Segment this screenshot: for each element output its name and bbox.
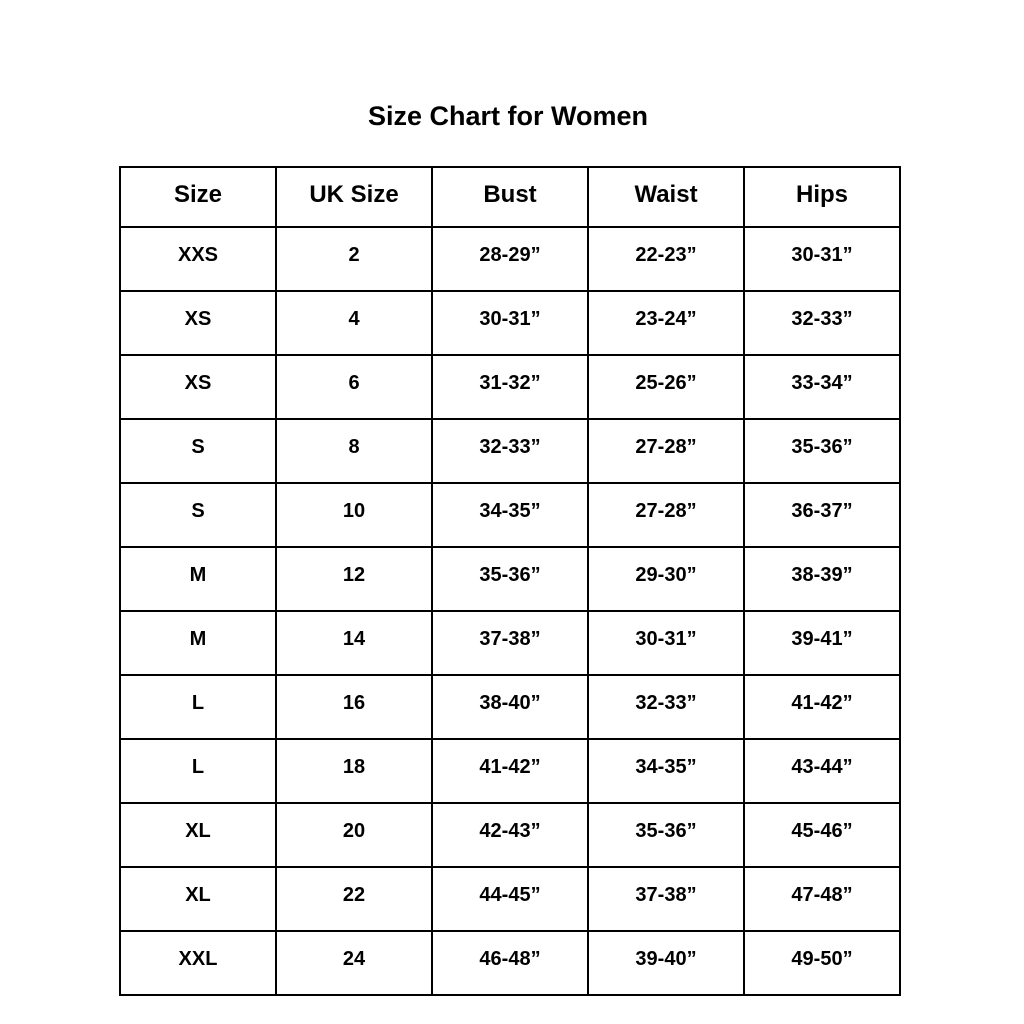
table-row: XXS 2 28-29” 22-23” 30-31” bbox=[119, 226, 901, 292]
bust-cell: 44-45” bbox=[431, 866, 589, 932]
uk-size-cell: 14 bbox=[275, 610, 433, 676]
table-row: S 10 34-35” 27-28” 36-37” bbox=[119, 482, 901, 548]
size-cell: S bbox=[119, 482, 277, 548]
waist-cell: 32-33” bbox=[587, 674, 745, 740]
page-title: Size Chart for Women bbox=[367, 101, 649, 131]
table-row: M 12 35-36” 29-30” 38-39” bbox=[119, 546, 901, 612]
bust-cell: 34-35” bbox=[431, 482, 589, 548]
size-cell: XXL bbox=[119, 930, 277, 996]
table-body: XXS 2 28-29” 22-23” 30-31” XS 4 30-31” 23-24” 32-… bbox=[119, 226, 901, 996]
table-row: S 8 32-33” 27-28” 35-36” bbox=[119, 418, 901, 484]
uk-size-cell: 12 bbox=[275, 546, 433, 612]
table-row: L 18 41-42” 34-35” 43-44” bbox=[119, 738, 901, 804]
header-waist: Waist bbox=[587, 166, 745, 228]
uk-size-cell: 18 bbox=[275, 738, 433, 804]
waist-cell: 30-31” bbox=[587, 610, 745, 676]
uk-size-cell: 20 bbox=[275, 802, 433, 868]
uk-size-cell: 8 bbox=[275, 418, 433, 484]
table-row: XL 20 42-43” 35-36” 45-46” bbox=[119, 802, 901, 868]
uk-size-cell: 10 bbox=[275, 482, 433, 548]
uk-size-cell: 22 bbox=[275, 866, 433, 932]
waist-cell: 25-26” bbox=[587, 354, 745, 420]
header-hips: Hips bbox=[743, 166, 901, 228]
uk-size-cell: 4 bbox=[275, 290, 433, 356]
hips-cell: 35-36” bbox=[743, 418, 901, 484]
waist-cell: 27-28” bbox=[587, 418, 745, 484]
table-row: XXL 24 46-48” 39-40” 49-50” bbox=[119, 930, 901, 996]
bust-cell: 37-38” bbox=[431, 610, 589, 676]
header-size: Size bbox=[119, 166, 277, 228]
bust-cell: 41-42” bbox=[431, 738, 589, 804]
hips-cell: 47-48” bbox=[743, 866, 901, 932]
size-cell: L bbox=[119, 674, 277, 740]
hips-cell: 38-39” bbox=[743, 546, 901, 612]
hips-cell: 33-34” bbox=[743, 354, 901, 420]
uk-size-cell: 16 bbox=[275, 674, 433, 740]
size-cell: XS bbox=[119, 354, 277, 420]
bust-cell: 31-32” bbox=[431, 354, 589, 420]
hips-cell: 39-41” bbox=[743, 610, 901, 676]
table-row: L 16 38-40” 32-33” 41-42” bbox=[119, 674, 901, 740]
bust-cell: 42-43” bbox=[431, 802, 589, 868]
hips-cell: 32-33” bbox=[743, 290, 901, 356]
uk-size-cell: 6 bbox=[275, 354, 433, 420]
size-cell: XL bbox=[119, 866, 277, 932]
bust-cell: 35-36” bbox=[431, 546, 589, 612]
waist-cell: 39-40” bbox=[587, 930, 745, 996]
bust-cell: 30-31” bbox=[431, 290, 589, 356]
header-uk-size: UK Size bbox=[275, 166, 433, 228]
waist-cell: 22-23” bbox=[587, 226, 745, 292]
hips-cell: 49-50” bbox=[743, 930, 901, 996]
waist-cell: 34-35” bbox=[587, 738, 745, 804]
waist-cell: 27-28” bbox=[587, 482, 745, 548]
table-row: XS 4 30-31” 23-24” 32-33” bbox=[119, 290, 901, 356]
hips-cell: 36-37” bbox=[743, 482, 901, 548]
size-cell: XL bbox=[119, 802, 277, 868]
header-bust: Bust bbox=[431, 166, 589, 228]
bust-cell: 32-33” bbox=[431, 418, 589, 484]
waist-cell: 37-38” bbox=[587, 866, 745, 932]
bust-cell: 38-40” bbox=[431, 674, 589, 740]
uk-size-cell: 24 bbox=[275, 930, 433, 996]
table-row: M 14 37-38” 30-31” 39-41” bbox=[119, 610, 901, 676]
size-cell: L bbox=[119, 738, 277, 804]
bust-cell: 28-29” bbox=[431, 226, 589, 292]
bust-cell: 46-48” bbox=[431, 930, 589, 996]
table-header-row: Size UK Size Bust Waist Hips bbox=[119, 166, 901, 228]
table-row: XL 22 44-45” 37-38” 47-48” bbox=[119, 866, 901, 932]
waist-cell: 29-30” bbox=[587, 546, 745, 612]
hips-cell: 45-46” bbox=[743, 802, 901, 868]
table-row: XS 6 31-32” 25-26” 33-34” bbox=[119, 354, 901, 420]
size-cell: M bbox=[119, 546, 277, 612]
size-cell: XS bbox=[119, 290, 277, 356]
size-cell: XXS bbox=[119, 226, 277, 292]
size-cell: S bbox=[119, 418, 277, 484]
waist-cell: 35-36” bbox=[587, 802, 745, 868]
hips-cell: 43-44” bbox=[743, 738, 901, 804]
hips-cell: 30-31” bbox=[743, 226, 901, 292]
hips-cell: 41-42” bbox=[743, 674, 901, 740]
size-cell: M bbox=[119, 610, 277, 676]
waist-cell: 23-24” bbox=[587, 290, 745, 356]
size-chart-table: Size UK Size Bust Waist Hips XXS 2 28-29” 2… bbox=[119, 166, 901, 996]
uk-size-cell: 2 bbox=[275, 226, 433, 292]
